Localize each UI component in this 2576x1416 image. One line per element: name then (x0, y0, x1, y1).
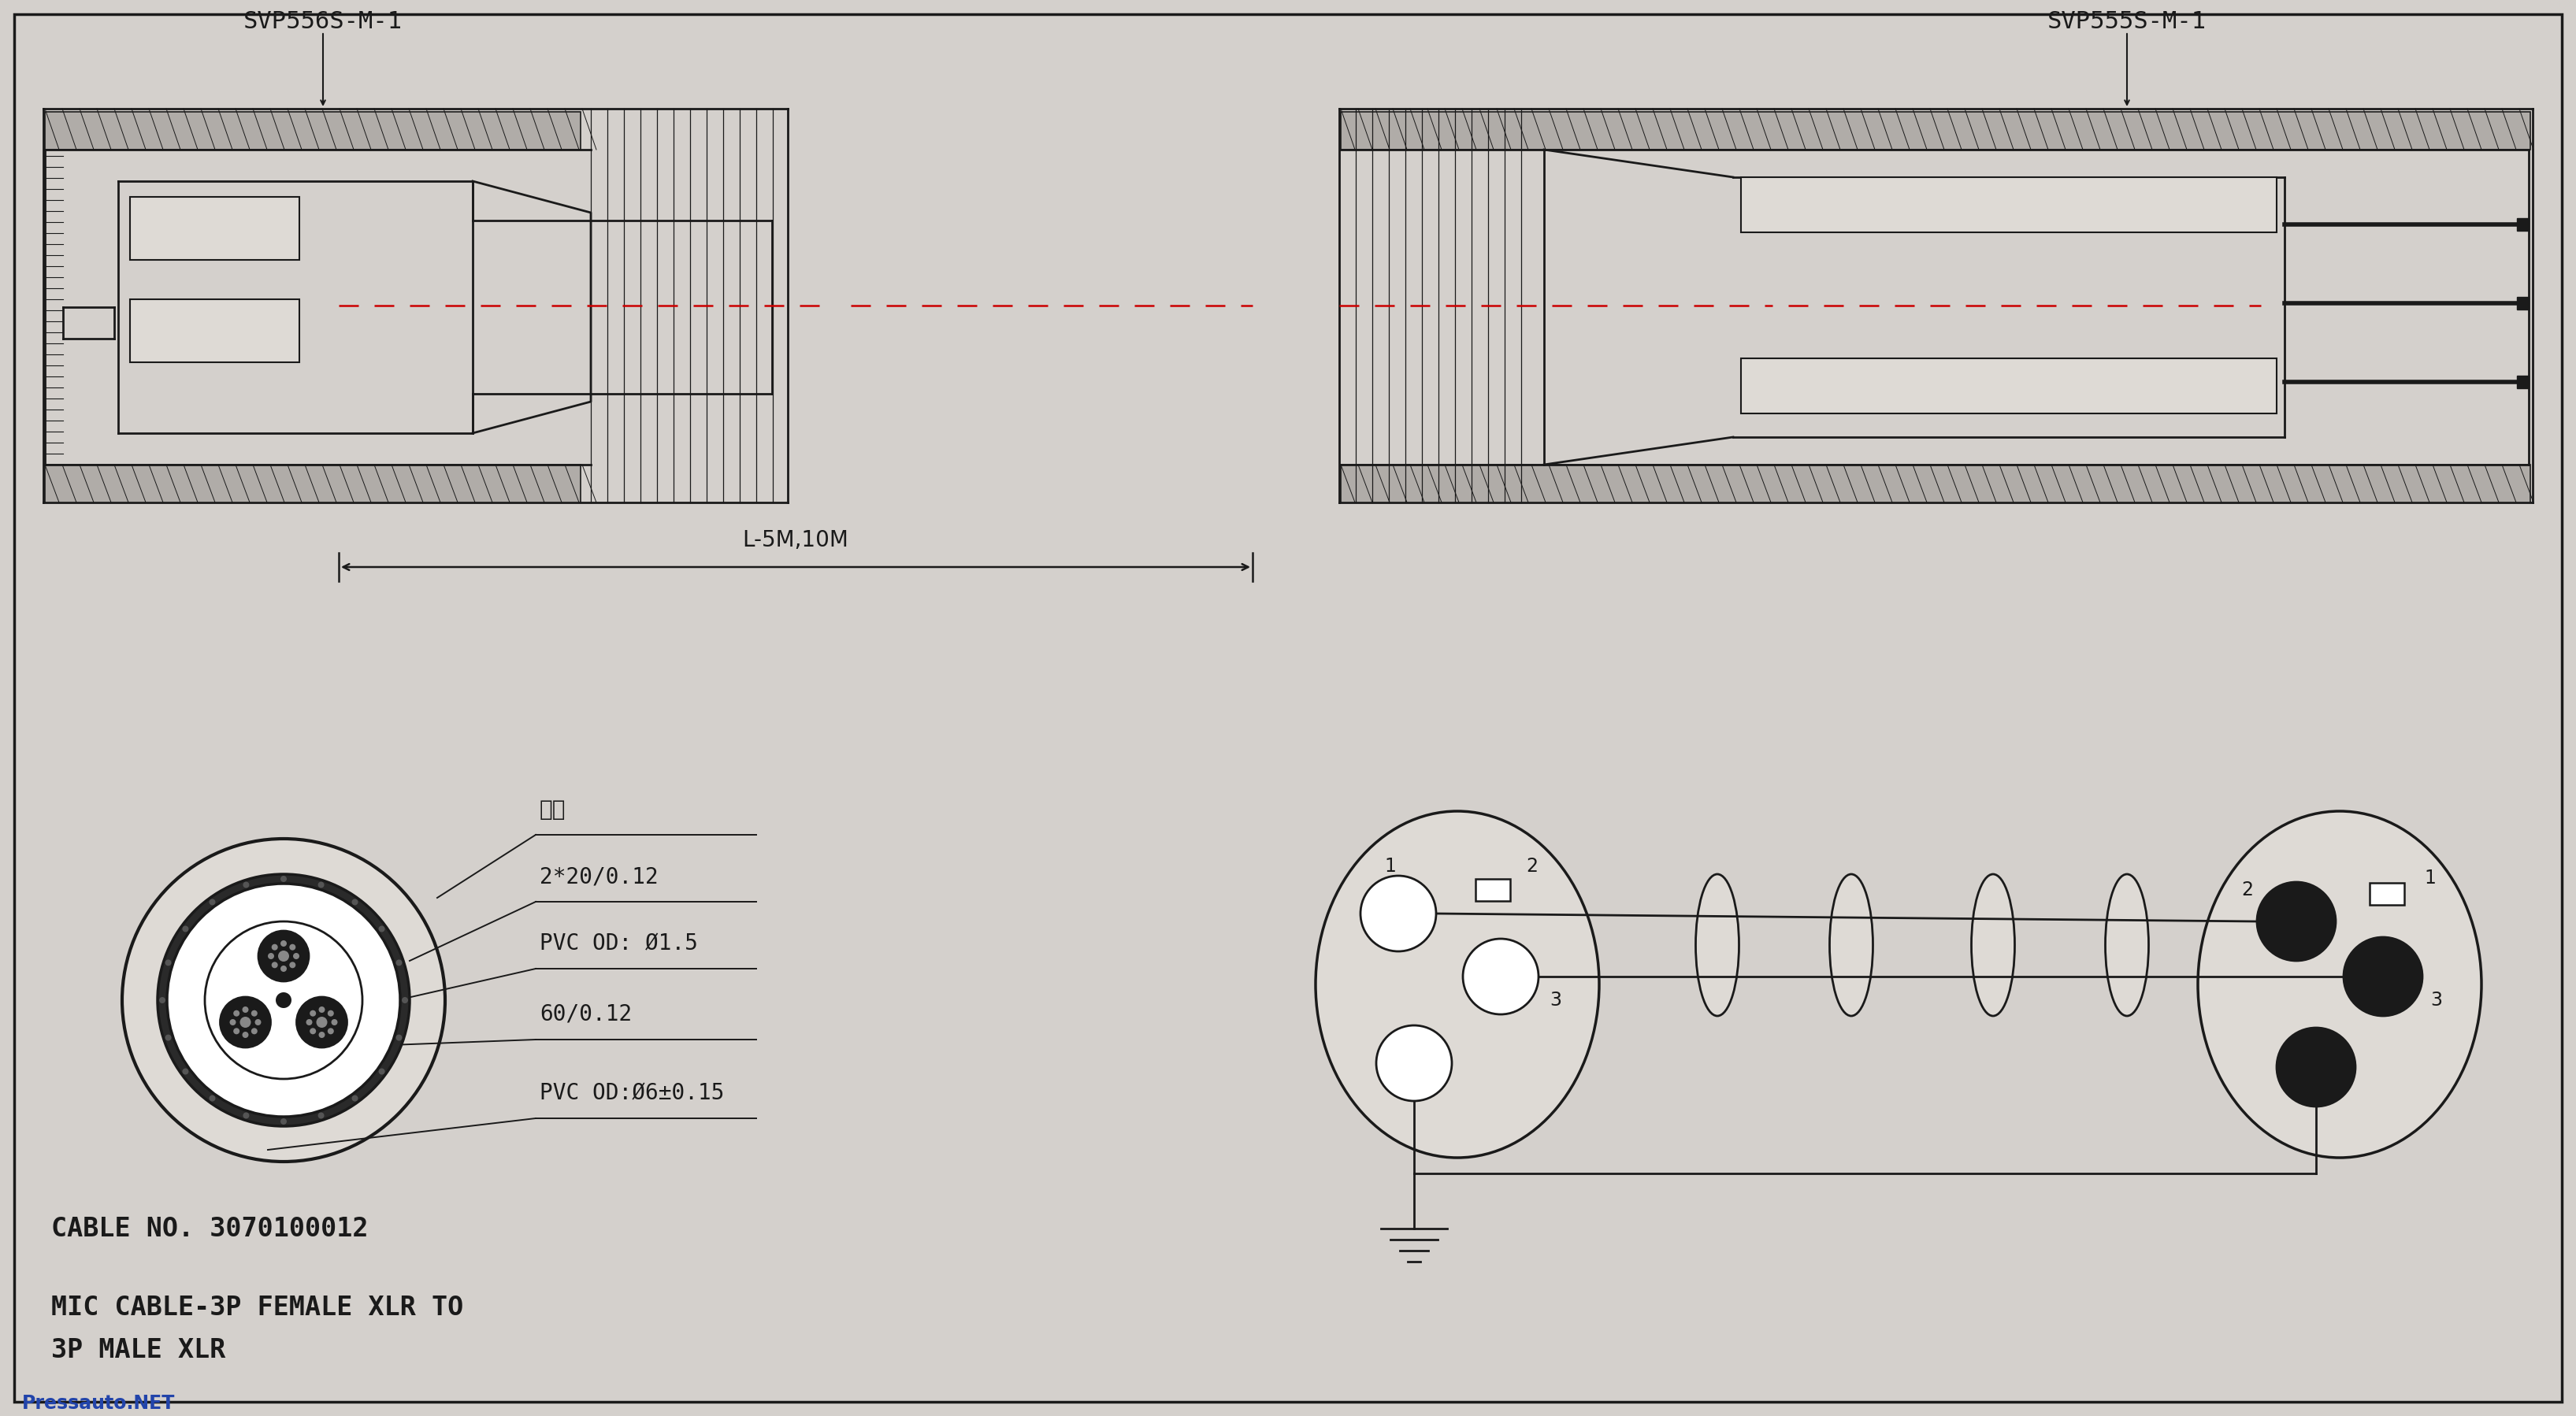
Circle shape (353, 1095, 358, 1102)
Circle shape (2257, 882, 2336, 961)
Text: 3: 3 (1551, 991, 1561, 1010)
Circle shape (242, 882, 250, 888)
Circle shape (234, 1010, 240, 1017)
Circle shape (1463, 939, 1538, 1014)
Bar (129, 299, 299, 362)
Text: 3: 3 (2432, 991, 2442, 1010)
Circle shape (1360, 875, 1435, 952)
Circle shape (240, 1017, 250, 1028)
Text: PVC OD: Ø1.5: PVC OD: Ø1.5 (538, 933, 698, 954)
Bar (44, 112, 580, 150)
Circle shape (270, 961, 278, 969)
Circle shape (353, 899, 358, 905)
Circle shape (317, 882, 325, 888)
Circle shape (2344, 937, 2421, 1015)
Ellipse shape (1316, 811, 1600, 1158)
Ellipse shape (1971, 874, 2014, 1015)
Circle shape (379, 1068, 384, 1075)
Circle shape (167, 884, 399, 1117)
Bar (2517, 297, 2530, 310)
Ellipse shape (2197, 811, 2481, 1158)
Circle shape (1376, 1025, 1453, 1102)
Circle shape (242, 1113, 250, 1119)
Text: L-5M,10M: L-5M,10M (742, 530, 848, 551)
Bar (2370, 882, 2403, 905)
Circle shape (327, 1028, 335, 1034)
Circle shape (229, 1020, 237, 1025)
Circle shape (294, 953, 299, 959)
Text: PVC OD:Ø6±0.15: PVC OD:Ø6±0.15 (538, 1082, 724, 1104)
Circle shape (160, 997, 165, 1004)
Bar (2517, 375, 2530, 388)
Circle shape (317, 1017, 327, 1028)
Text: SVP556S-M-1: SVP556S-M-1 (242, 11, 402, 34)
Circle shape (281, 940, 286, 947)
Circle shape (219, 997, 270, 1048)
Circle shape (270, 944, 278, 950)
Circle shape (281, 1119, 286, 1124)
Circle shape (183, 926, 188, 932)
Circle shape (165, 1035, 173, 1041)
Circle shape (327, 1010, 335, 1017)
Circle shape (281, 875, 286, 882)
Circle shape (309, 1010, 317, 1017)
Circle shape (234, 1028, 240, 1034)
Text: 1: 1 (1383, 857, 1396, 875)
Bar (1476, 879, 1510, 901)
Circle shape (289, 961, 296, 969)
Circle shape (278, 950, 289, 961)
Circle shape (209, 899, 216, 905)
Circle shape (242, 1032, 247, 1038)
Circle shape (2277, 1028, 2354, 1106)
Circle shape (206, 922, 363, 1079)
Text: MIC CABLE-3P FEMALE XLR TO: MIC CABLE-3P FEMALE XLR TO (52, 1294, 464, 1320)
Ellipse shape (2105, 874, 2148, 1015)
Circle shape (268, 953, 273, 959)
Circle shape (332, 1020, 337, 1025)
Text: 1: 1 (2424, 868, 2437, 888)
Circle shape (121, 838, 446, 1161)
Circle shape (379, 926, 384, 932)
Bar (2517, 218, 2530, 231)
Bar (1741, 358, 2277, 413)
Bar (1741, 177, 2277, 232)
Circle shape (258, 930, 309, 981)
Ellipse shape (1829, 874, 1873, 1015)
Text: 60/0.12: 60/0.12 (538, 1004, 631, 1025)
Ellipse shape (1695, 874, 1739, 1015)
Text: 2: 2 (1528, 857, 1538, 875)
Circle shape (307, 1020, 312, 1025)
Text: CABLE NO. 3070100012: CABLE NO. 3070100012 (52, 1215, 368, 1242)
Circle shape (242, 1007, 247, 1012)
Circle shape (319, 1032, 325, 1038)
Circle shape (309, 1028, 317, 1034)
Text: 2: 2 (2241, 881, 2254, 899)
Circle shape (402, 997, 407, 1004)
Circle shape (397, 1035, 402, 1041)
Circle shape (165, 960, 173, 966)
Bar (44, 464, 580, 503)
Circle shape (183, 1068, 188, 1075)
Text: Pressauto.NET: Pressauto.NET (23, 1393, 175, 1413)
Circle shape (281, 966, 286, 971)
Circle shape (250, 1010, 258, 1017)
Bar (1340, 464, 2530, 503)
Circle shape (276, 993, 291, 1008)
Circle shape (209, 1095, 216, 1102)
Circle shape (289, 944, 296, 950)
Bar (129, 197, 299, 261)
Text: 棉线: 棉线 (538, 799, 567, 821)
Circle shape (296, 997, 348, 1048)
Circle shape (250, 1028, 258, 1034)
Text: 2*20/0.12: 2*20/0.12 (538, 865, 659, 888)
Circle shape (157, 874, 410, 1126)
Text: 3P MALE XLR: 3P MALE XLR (52, 1338, 227, 1364)
Circle shape (319, 1007, 325, 1012)
Bar (1340, 112, 2530, 150)
Circle shape (317, 1113, 325, 1119)
Text: SVP555S-M-1: SVP555S-M-1 (2048, 11, 2208, 34)
Circle shape (255, 1020, 260, 1025)
Circle shape (397, 960, 402, 966)
